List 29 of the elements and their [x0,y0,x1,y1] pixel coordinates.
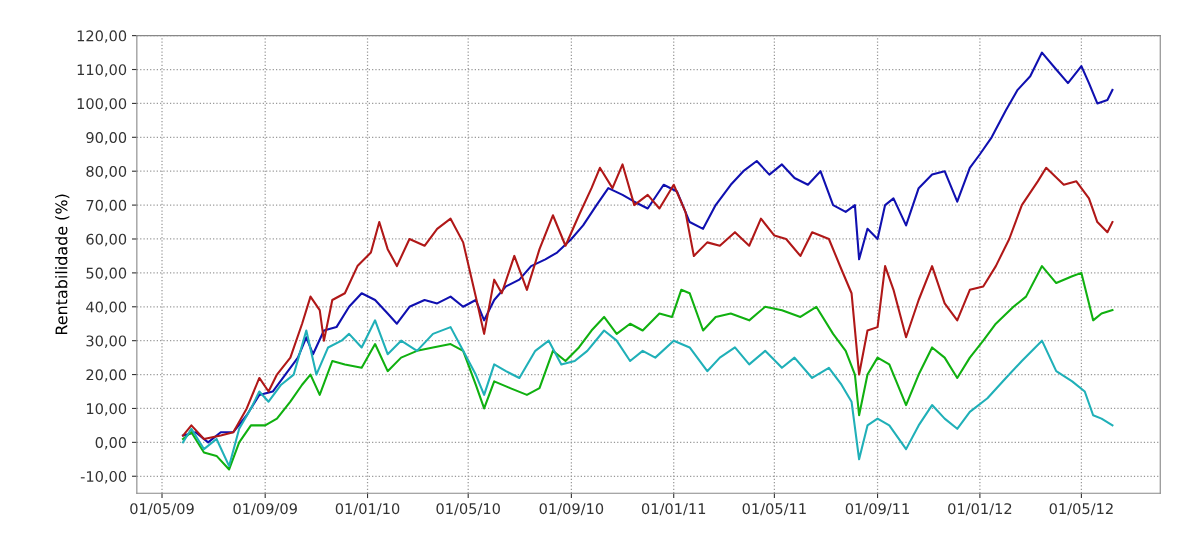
y-tick-label: 80,00 [86,165,127,179]
y-tick-label: -10,00 [80,470,127,484]
line-series [181,163,1114,441]
line-series [181,51,1114,444]
x-tick-label: 01/05/12 [1049,503,1113,516]
y-tick-label: 50,00 [86,267,127,281]
x-tick-label: 01/09/11 [845,503,909,516]
line-series [181,319,1114,468]
y-tick-label: 70,00 [86,199,127,213]
y-tick-label: 10,00 [86,403,127,416]
line-series [181,265,1114,471]
x-tick-label: 01/01/11 [641,503,706,516]
x-tick-label: 01/09/10 [539,503,604,516]
x-tick-label: 01/09/09 [233,503,297,516]
y-tick-label: 120,00 [77,30,127,43]
x-tick-label: 01/01/12 [948,503,1012,516]
y-tick-label: 40,00 [86,301,127,315]
y-tick-label: 60,00 [86,233,127,247]
x-tick-label: 01/05/09 [130,503,194,516]
y-tick-label: 30,00 [86,335,127,348]
y-axis-title: Rentabilidade (%) [55,194,70,335]
y-tick-label: 100,00 [77,98,127,111]
y-tick-label: 0,00 [95,437,127,450]
y-tick-label: 110,00 [77,64,127,77]
x-tick-label: 01/05/10 [436,503,500,516]
y-tick-label: 20,00 [86,369,127,382]
x-tick-label: 01/05/11 [742,503,806,516]
x-tick-label: 01/01/10 [335,503,400,516]
y-tick-label: 90,00 [86,132,127,145]
